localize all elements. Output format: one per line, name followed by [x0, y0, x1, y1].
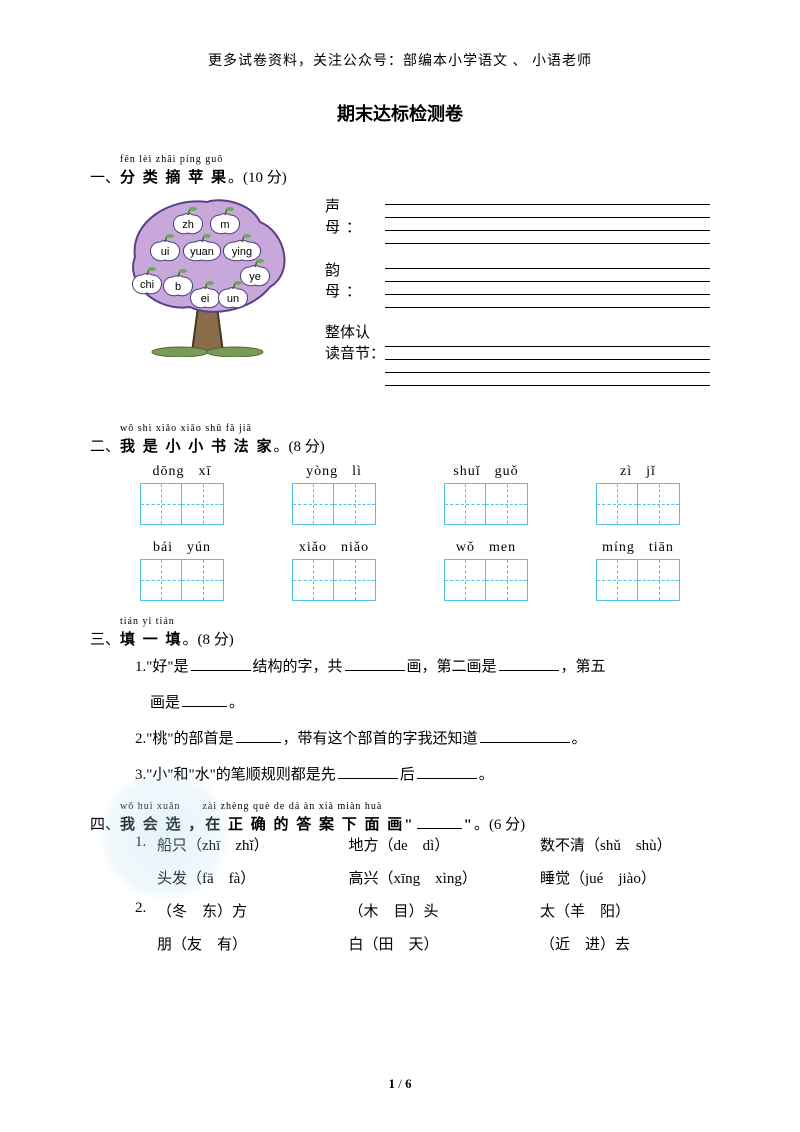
q2-row2: báiyún xiǎoniǎo wǒmen míngtiān	[140, 540, 680, 601]
tian-grid[interactable]	[638, 483, 680, 525]
q4-choice[interactable]: （近 进）去	[540, 933, 690, 954]
q4-row: 1. 船只（zhī zhǐ） 地方（de dì） 数不清（shǔ shù）	[135, 834, 710, 855]
svg-text:zh: zh	[182, 219, 194, 231]
tian-grid[interactable]	[638, 559, 680, 601]
blank[interactable]	[345, 655, 405, 671]
blank[interactable]	[236, 727, 281, 743]
tian-grid[interactable]	[140, 483, 182, 525]
q3-pinyin: tián yi tián	[120, 616, 710, 627]
tian-grid[interactable]	[444, 483, 486, 525]
q3-section: tián yi tián 三、填 一 填。(8 分) 1."好"是结构的字，共画…	[90, 616, 710, 793]
header-note: 更多试卷资料，关注公众号：部编本小学语文 、 小语老师	[90, 50, 710, 70]
shengmu-lines: 声 母：	[325, 192, 710, 244]
q2-section: wǒ shì xiǎo xiǎo shū fǎ jiā 二、我 是 小 小 书 …	[90, 423, 710, 601]
q1-num: 一、	[90, 170, 120, 186]
q4-choice[interactable]: 地方（de dì）	[349, 834, 499, 855]
q4-num: 四、	[90, 817, 120, 833]
q4-choice[interactable]: 睡觉（jué jiào）	[540, 867, 690, 888]
q3-item2: 2."桃"的部首是，带有这个部首的字我还知道。	[135, 721, 710, 757]
tian-grid[interactable]	[486, 559, 528, 601]
blank[interactable]	[417, 763, 477, 779]
svg-text:ye: ye	[249, 271, 261, 283]
q1-pinyin: fēn lèi zhāi píng guǒ	[120, 154, 710, 165]
yunmu-label: 韵 母：	[325, 256, 385, 301]
tian-grid[interactable]	[486, 483, 528, 525]
tian-grid[interactable]	[596, 483, 638, 525]
svg-text:ei: ei	[201, 293, 210, 305]
page-title: 期末达标检测卷	[90, 100, 710, 126]
q4-choice[interactable]: （木 目）头	[349, 900, 499, 921]
tian-grid[interactable]	[334, 483, 376, 525]
q2-num: 二、	[90, 439, 120, 455]
svg-text:yuan: yuan	[190, 246, 214, 258]
q4-row: 朋（友 有） 白（田 天） （近 进）去	[135, 933, 710, 954]
q4-choice[interactable]: 太（羊 阳）	[540, 900, 690, 921]
zhengti-label: 整体认读音节：	[325, 320, 385, 365]
tian-grid[interactable]	[292, 483, 334, 525]
q4-choice[interactable]: （冬 东）方	[157, 900, 307, 921]
q4-item-num: 2.	[135, 900, 157, 921]
blank[interactable]	[191, 655, 251, 671]
q3-head: 三、填 一 填。(8 分)	[90, 628, 710, 649]
q4-choice[interactable]: 白（田 天）	[349, 933, 499, 954]
q3-num: 三、	[90, 632, 120, 648]
q4-item-num: 1.	[135, 834, 157, 855]
q4-choice[interactable]: 船只（zhī zhǐ）	[157, 834, 307, 855]
q4-points: 。(6 分)	[474, 817, 525, 833]
svg-text:chi: chi	[140, 279, 154, 291]
svg-text:ui: ui	[161, 246, 170, 258]
q2-row1: dōngxī yònglì shuǐguǒ zìjǐ	[140, 464, 680, 525]
q1-points: 。(10 分)	[228, 170, 287, 186]
tian-grid[interactable]	[182, 559, 224, 601]
q1-text: 分 类 摘 苹 果	[120, 170, 228, 186]
q2-pinyin: wǒ shì xiǎo xiǎo shū fǎ jiā	[120, 423, 710, 434]
q4-choice[interactable]: 朋（友 有）	[157, 933, 307, 954]
tian-grid[interactable]	[334, 559, 376, 601]
svg-text:ying: ying	[232, 246, 252, 258]
q1-section: fēn lèi zhāi píng guǒ 一、分 类 摘 苹 果。(10 分)…	[90, 154, 710, 398]
yunmu-lines: 韵 母：	[325, 256, 710, 308]
q3-text: 填 一 填	[120, 632, 183, 648]
q4-section: wǒ huì xuǎn zài zhèng què de dá àn xià m…	[90, 797, 710, 954]
q2-text: 我 是 小 小 书 法 家	[120, 439, 274, 455]
q4-text: 我 会 选 ，在 正 确 的 答 案 下 面 画	[120, 817, 404, 833]
q4-choice[interactable]: 数不清（shǔ shù）	[540, 834, 690, 855]
tian-grid[interactable]	[596, 559, 638, 601]
svg-text:un: un	[227, 293, 239, 305]
tian-grid[interactable]	[444, 559, 486, 601]
q2-points: 。(8 分)	[274, 439, 325, 455]
q4-pinyin: wǒ huì xuǎn zài zhèng què de dá àn xià m…	[120, 797, 710, 812]
zhengti-lines: 整体认读音节：	[325, 320, 710, 386]
q4-row: 头发（fā fà） 高兴（xīng xìng） 睡觉（jué jiào）	[135, 867, 710, 888]
page-footer: 1 / 6	[0, 1076, 800, 1092]
q4-choice[interactable]: 高兴（xīng xìng）	[349, 867, 499, 888]
blank[interactable]	[480, 727, 570, 743]
blank[interactable]	[499, 655, 559, 671]
q1-head: 一、分 类 摘 苹 果。(10 分)	[90, 166, 710, 187]
q3-item1: 1."好"是结构的字，共画，第二画是，第五 画是。	[135, 649, 710, 721]
q3-item3: 3."小"和"水"的笔顺规则都是先后。	[135, 757, 710, 793]
shengmu-label: 声 母：	[325, 192, 385, 237]
blank	[417, 813, 462, 829]
svg-text:m: m	[220, 219, 229, 231]
q4-head: 四、我 会 选 ，在 正 确 的 答 案 下 面 画""。(6 分)	[90, 813, 710, 834]
svg-text:b: b	[175, 281, 181, 293]
q4-row: 2. （冬 东）方 （木 目）头 太（羊 阳）	[135, 900, 710, 921]
tian-grid[interactable]	[292, 559, 334, 601]
blank[interactable]	[182, 691, 227, 707]
blank[interactable]	[338, 763, 398, 779]
q4-choice[interactable]: 头发（fā fà）	[157, 867, 307, 888]
apple-tree-image: zh m ui yuan ying ye chi b ei un	[120, 187, 295, 357]
tian-grid[interactable]	[140, 559, 182, 601]
tian-grid[interactable]	[182, 483, 224, 525]
q2-head: 二、我 是 小 小 书 法 家。(8 分)	[90, 435, 710, 456]
q3-points: 。(8 分)	[183, 632, 234, 648]
